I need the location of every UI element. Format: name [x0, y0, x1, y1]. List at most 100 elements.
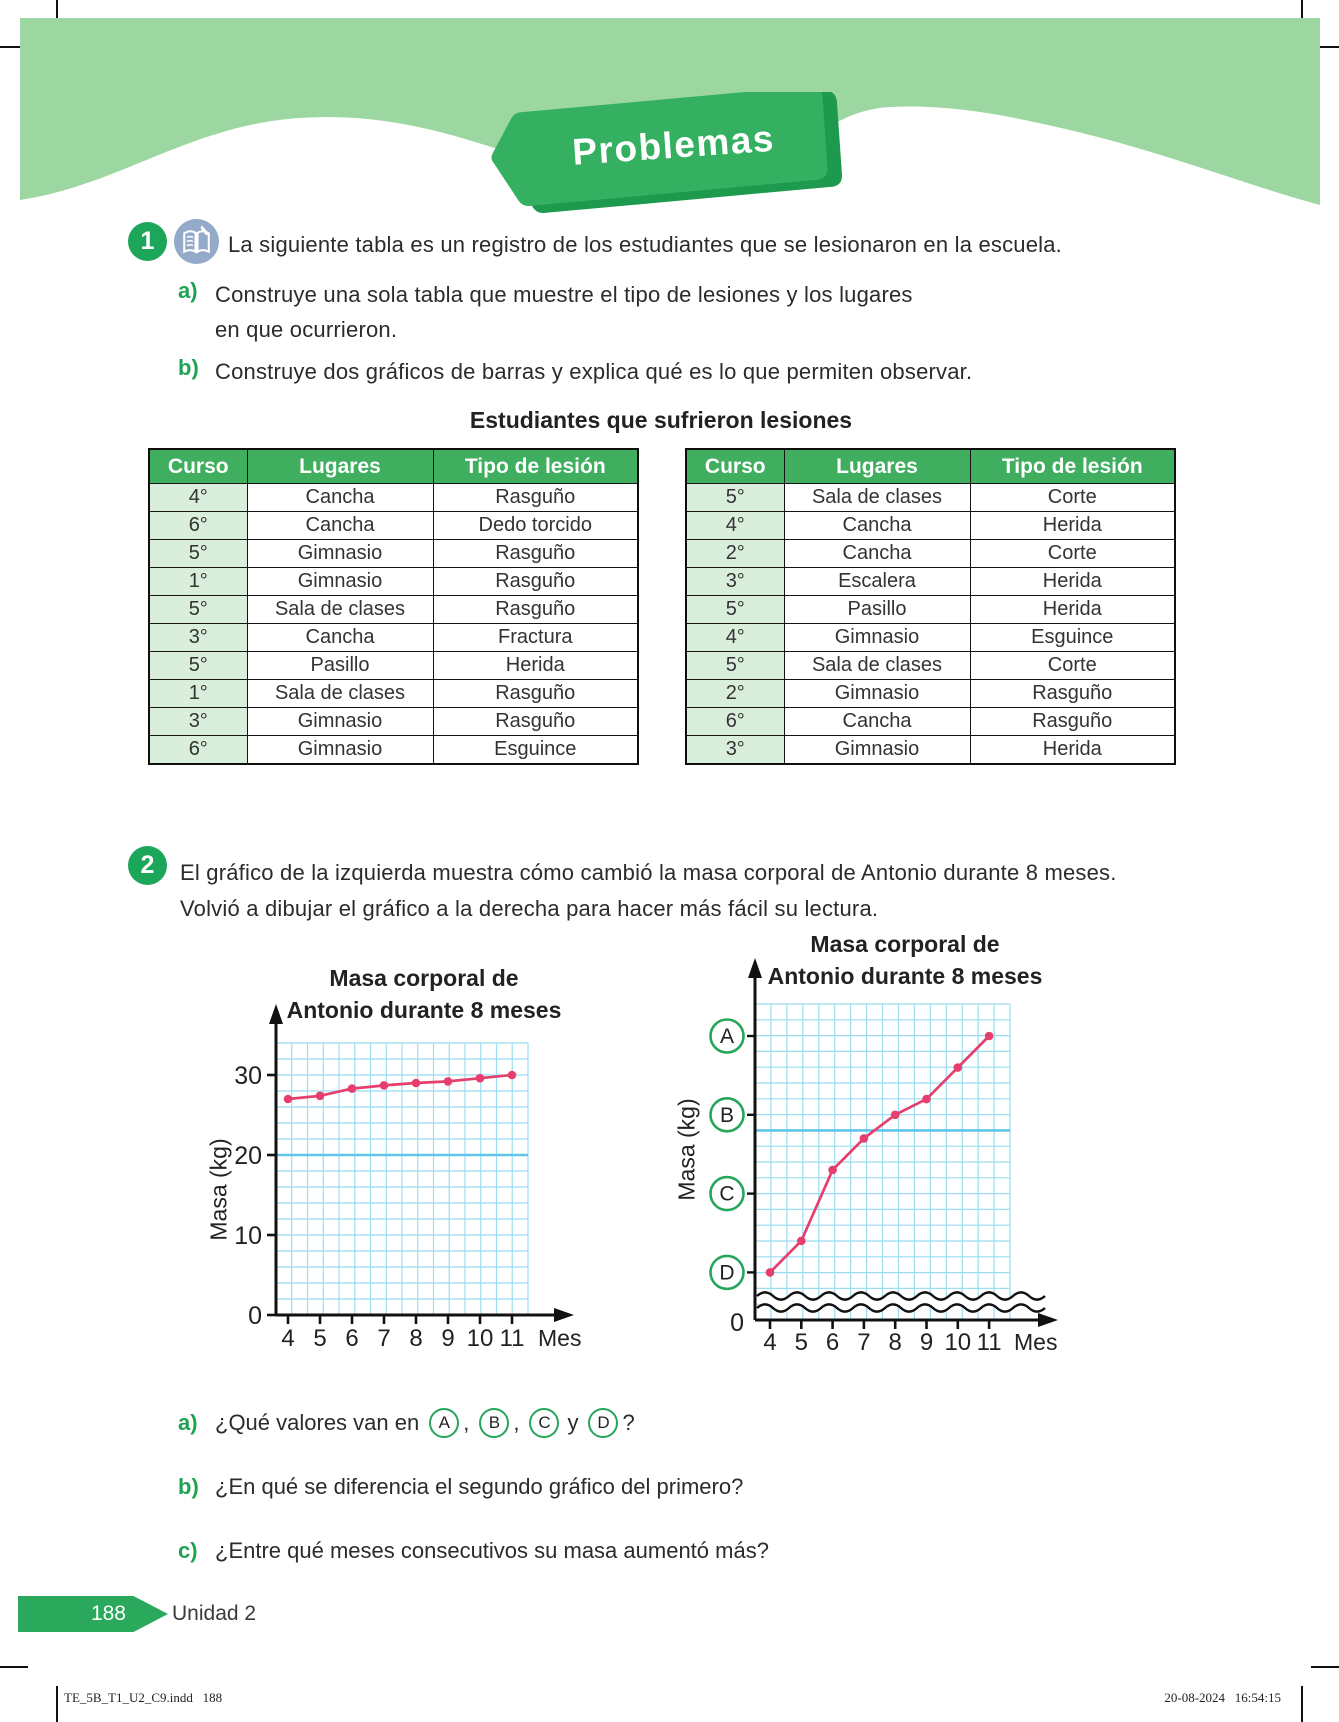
right-chart: A B C D 04 5 6 7 8 9 10 11 Mes: [709, 958, 1058, 1356]
crop-mark: [56, 1686, 58, 1722]
data-point: [922, 1094, 931, 1104]
svg-text:A: A: [720, 1025, 734, 1048]
table-cell: Sala de clases: [246, 595, 434, 624]
table-row: 6° Cancha Dedo torcido: [148, 511, 639, 540]
letter-tick-circle: [709, 1175, 745, 1212]
question-b: b) ¿En qué se diferencia el segundo gráf…: [178, 1474, 744, 1499]
table-cell: 6°: [148, 511, 248, 540]
data-point: [859, 1134, 869, 1143]
data-point: [283, 1094, 293, 1104]
page-number-badge: 188: [18, 1596, 168, 1632]
table-cell: Rasguño: [969, 707, 1176, 736]
right-chart-title: Masa corporal de Antonio durante 8 meses: [767, 931, 1043, 989]
table-header-cell: Curso: [148, 448, 248, 484]
table-cell: Rasguño: [432, 483, 639, 512]
question-b-label: b): [178, 1474, 199, 1499]
table-row: 5° Sala de clases Corte: [685, 483, 1176, 512]
data-line: [287, 1073, 513, 1101]
table-row: 6° Cancha Rasguño: [685, 707, 1176, 736]
table-cell: 6°: [685, 707, 785, 736]
table-cell: Corte: [969, 483, 1176, 512]
table-cell: 5°: [148, 651, 248, 680]
crop-mark: [1311, 1666, 1339, 1668]
question-c: c) ¿Entre qué meses consecutivos su masa…: [178, 1538, 769, 1563]
svg-text:4: 4: [763, 1329, 776, 1356]
table-cell: Rasguño: [432, 679, 639, 708]
table-cell: Sala de clases: [783, 651, 971, 680]
svg-text:4: 4: [281, 1325, 294, 1352]
svg-text:0: 0: [248, 1302, 262, 1330]
table-cell: Cancha: [246, 511, 434, 540]
axis-break-wave: [756, 1303, 1046, 1313]
table-cell: Herida: [969, 567, 1176, 596]
problem1-item-b-label: b): [178, 355, 199, 380]
table-cell: Gimnasio: [783, 735, 971, 765]
letter-tick-circle: [709, 1254, 745, 1291]
table-cell: Cancha: [783, 539, 971, 568]
crop-mark: [1311, 46, 1339, 48]
book-pencil-icon: [174, 219, 219, 264]
table-cell: 4°: [685, 623, 785, 652]
table-cell: 6°: [148, 735, 248, 765]
table-row: 3° Escalera Herida: [685, 567, 1176, 596]
data-point: [315, 1091, 325, 1101]
table-title: Estudiantes que sufrieron lesiones: [469, 407, 853, 433]
svg-text:11: 11: [977, 1329, 1002, 1356]
data-point: [828, 1165, 837, 1175]
svg-text:0: 0: [730, 1309, 744, 1337]
table-cell: 1°: [148, 567, 248, 596]
svg-text:B: B: [720, 1104, 734, 1127]
crop-mark: [1301, 1686, 1303, 1722]
data-point: [765, 1268, 775, 1277]
svg-text:8: 8: [889, 1329, 902, 1356]
table-row: 3° Gimnasio Rasguño: [148, 707, 639, 736]
table-cell: Esguince: [432, 735, 639, 765]
problem2-number-badge: 2: [128, 846, 167, 885]
table-cell: 4°: [148, 483, 248, 512]
svg-text:D: D: [719, 1261, 734, 1284]
table-cell: Gimnasio: [246, 735, 434, 765]
svg-text:10: 10: [944, 1329, 971, 1356]
problem1-item-a-label: a): [178, 278, 198, 303]
svg-text:8: 8: [409, 1325, 422, 1352]
table-row: 2° Gimnasio Rasguño: [685, 679, 1176, 708]
table-row: 6° Gimnasio Esguince: [148, 735, 639, 765]
crop-mark: [56, 0, 58, 30]
svg-text:20: 20: [234, 1142, 262, 1170]
table-cell: 3°: [685, 735, 785, 765]
table-cell: Sala de clases: [783, 483, 971, 512]
table-cell: 4°: [685, 511, 785, 540]
svg-text:5: 5: [795, 1329, 808, 1356]
table-row: 2° Cancha Corte: [685, 539, 1176, 568]
table-cell: Rasguño: [969, 679, 1176, 708]
table-cell: Dedo torcido: [432, 511, 639, 540]
table-row: 5° Sala de clases Rasguño: [148, 595, 639, 624]
left-chart-title: Masa corporal de Antonio durante 8 meses: [286, 965, 562, 1023]
svg-text:7: 7: [377, 1325, 390, 1352]
svg-text:5: 5: [313, 1325, 326, 1352]
circled-letter-d: D: [588, 1408, 619, 1438]
table-cell: 3°: [148, 707, 248, 736]
problem2-line1: El gráfico de la izquierda muestra cómo …: [180, 860, 1117, 885]
table-cell: 1°: [148, 679, 248, 708]
svg-text:C: C: [719, 1183, 734, 1206]
table-cell: Herida: [969, 511, 1176, 540]
table-cell: Cancha: [246, 623, 434, 652]
problem1-number-badge: 1: [128, 222, 167, 261]
table-cell: Cancha: [783, 707, 971, 736]
data-point: [890, 1110, 900, 1120]
problem2-number: 2: [140, 851, 155, 879]
svg-text:9: 9: [441, 1325, 454, 1352]
data-point: [953, 1063, 963, 1072]
problem1-intro: La siguiente tabla es un registro de los…: [228, 232, 1062, 257]
table-row: 4° Cancha Rasguño: [148, 483, 639, 512]
svg-text:9: 9: [920, 1329, 933, 1356]
circled-letter-c: C: [529, 1408, 560, 1438]
table-cell: Gimnasio: [246, 707, 434, 736]
crop-mark: [0, 1666, 28, 1668]
table-cell: Cancha: [783, 511, 971, 540]
injuries-table-left: Curso Lugares Tipo de lesión 4° Cancha Rasguñ…: [148, 448, 639, 765]
letter-tick-circle: [709, 1018, 745, 1054]
